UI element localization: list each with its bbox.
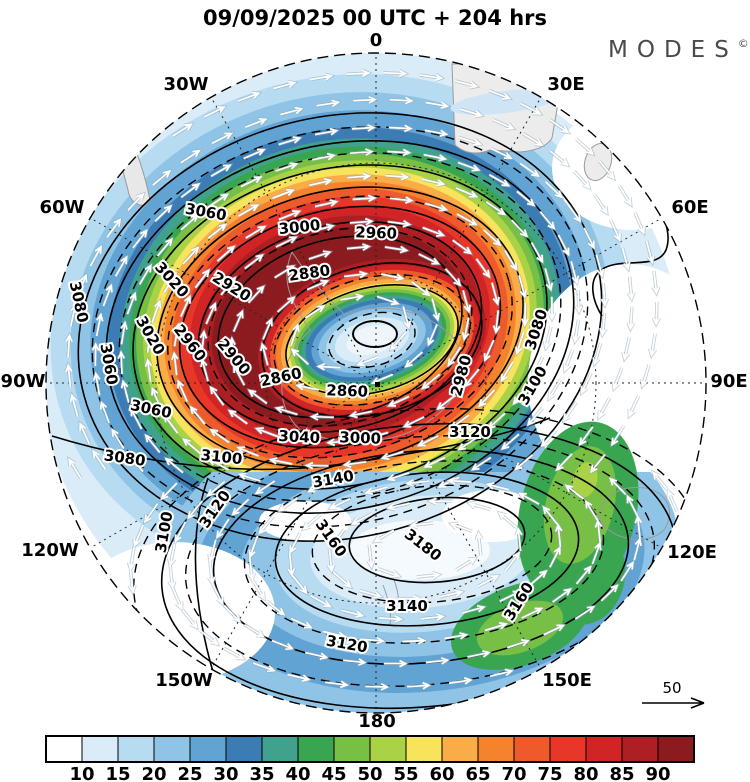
- colorbar-tick: 15: [105, 764, 130, 782]
- colorbar-tick: 75: [537, 764, 562, 782]
- wind-arrow: [199, 217, 501, 447]
- colorbar-cell: [333, 735, 371, 763]
- contour-label: 3040: [278, 427, 321, 447]
- colorbar-tick: 30: [213, 764, 238, 782]
- colorbar-tick: 65: [465, 764, 490, 782]
- longitude-label: 60W: [40, 197, 85, 218]
- wind-arrow: [290, 293, 412, 371]
- colorbar-tick: 85: [609, 764, 634, 782]
- copyright-mark: ©: [738, 37, 749, 50]
- contour-label: 3000: [339, 428, 381, 447]
- wind-arrow: [68, 69, 661, 479]
- longitude-label: 120W: [21, 540, 79, 561]
- longitude-label: 90E: [710, 371, 747, 392]
- contour-label: 3120: [449, 423, 491, 441]
- wind-arrow: [65, 96, 635, 472]
- wind-arrow: [127, 482, 178, 594]
- colorbar-frame: [45, 735, 695, 763]
- colorbar-tick: 45: [321, 764, 346, 782]
- colorbar-tick: 20: [141, 764, 166, 782]
- longitude-label: 90W: [1, 371, 46, 392]
- colorbar-tick: 60: [429, 764, 454, 782]
- colorbar-cell: [657, 735, 695, 763]
- colorbar-cell: [477, 735, 515, 763]
- colorbar-cell: [261, 735, 299, 763]
- colorbar-tick: 70: [501, 764, 526, 782]
- wind-arrow: [259, 270, 441, 394]
- longitude-label: 30W: [164, 74, 209, 95]
- reference-arrow-icon: [642, 697, 705, 709]
- map-boundary-circle: [45, 52, 707, 714]
- colorbar-tick: 50: [357, 764, 382, 782]
- longitude-label: 120E: [667, 542, 717, 563]
- colorbar-cell: [45, 735, 83, 763]
- wind-arrow: [91, 124, 609, 473]
- pole-marker: [375, 382, 380, 387]
- wind-arrows: [64, 68, 679, 692]
- colorbar-tick: 10: [69, 764, 94, 782]
- colorbar-cell: [369, 735, 407, 763]
- colorbar-tick: 55: [393, 764, 418, 782]
- colorbar: 10 15 20 25 30 35 40 45 50 55 60 65 70 75 80 85 90: [45, 735, 695, 782]
- longitude-label: 0: [370, 30, 383, 51]
- colorbar-tick: 35: [249, 764, 274, 782]
- chart-title: 09/09/2025 00 UTC + 204 hrs: [203, 6, 547, 30]
- colorbar-cell: [153, 735, 191, 763]
- colorbar-cell: [225, 735, 263, 763]
- contour-label: 2960: [355, 223, 397, 242]
- colorbar-cell: [81, 735, 119, 763]
- brand-logo-text: MODES: [608, 37, 738, 63]
- longitude-label: 30E: [547, 74, 584, 95]
- wind-arrow: [367, 520, 483, 580]
- longitude-label: 150W: [155, 670, 213, 691]
- wind-arrow: [117, 148, 583, 488]
- longitude-label: 180: [358, 711, 396, 732]
- colorbar-cell: [117, 735, 155, 763]
- brand-logo: MODES©: [608, 37, 749, 63]
- colorbar-tick: 90: [645, 764, 670, 782]
- colorbar-tick: 80: [573, 764, 598, 782]
- colorbar-cell: [297, 735, 335, 763]
- colorbar-cell: [405, 735, 443, 763]
- colorbar-cell: [513, 735, 551, 763]
- new-zealand-outline: [382, 579, 399, 626]
- colorbar-cell: [189, 735, 227, 763]
- wind-arrow: [287, 477, 563, 623]
- longitude-label: 60E: [671, 197, 708, 218]
- colorbar-cell: [585, 735, 623, 763]
- wind-arrow: [247, 481, 603, 645]
- longitude-labels: 0 30E 60E 90E 120E 150E 180 150W 120W 90W 60W 30W: [1, 30, 748, 732]
- antarctica-outline: [281, 250, 463, 442]
- wind-arrow: [327, 497, 523, 603]
- colorbar-tick: 25: [177, 764, 202, 782]
- colorbar-cell: [549, 735, 587, 763]
- wind-arrow: [207, 477, 643, 668]
- contour-label: 3140: [386, 597, 428, 615]
- longitude-label: 150E: [542, 670, 592, 691]
- colorbar-cell: [441, 735, 479, 763]
- wind-reference-label: 50: [662, 679, 681, 697]
- colorbar-cell: [621, 735, 659, 763]
- wind-reference-vector: 50: [642, 679, 705, 709]
- wind-arrow: [144, 172, 556, 482]
- wind-arrow: [171, 194, 529, 470]
- colorbar-tick: 40: [285, 764, 310, 782]
- wind-arrow: [167, 471, 678, 691]
- wind-arrow: [228, 243, 471, 421]
- contour-label: 2860: [326, 381, 368, 400]
